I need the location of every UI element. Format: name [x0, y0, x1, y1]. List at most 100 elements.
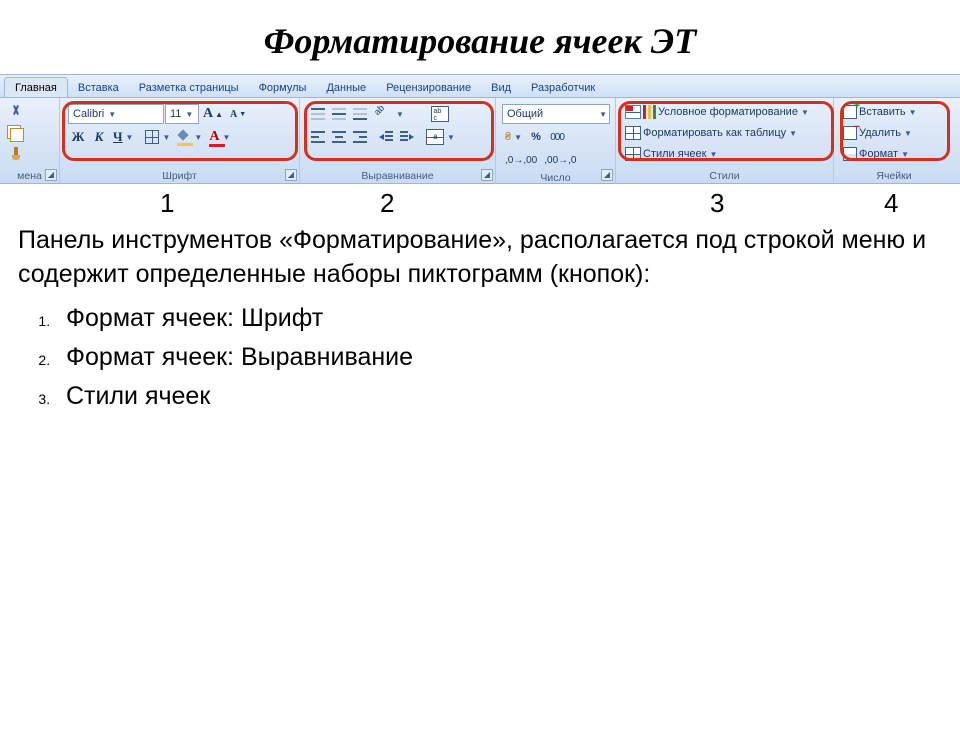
font-name-combo[interactable]: Calibri ▼ [68, 104, 164, 124]
shrink-font-icon: A [230, 109, 237, 120]
align-middle-button[interactable] [329, 104, 349, 124]
tab-page-layout[interactable]: Разметка страницы [129, 78, 249, 97]
align-bottom-button[interactable] [350, 104, 370, 124]
bold-button[interactable]: Ж [68, 127, 88, 147]
align-right-icon [353, 131, 367, 143]
cut-button[interactable] [4, 102, 27, 122]
decrease-decimal-icon: ,00→,0 [544, 155, 576, 166]
group-cells: Вставить▼ Удалить▼ Формат▼ Ячейки [834, 98, 954, 183]
brush-icon [10, 147, 22, 161]
format-label: Формат [859, 148, 898, 160]
fill-color-button[interactable]: ▼ [174, 127, 205, 147]
underline-button[interactable]: Ч▼ [110, 127, 136, 147]
group-alignment: ▼ ▼ Выравнивание ◢ [300, 98, 496, 183]
merge-icon [426, 129, 444, 145]
delete-cells-button[interactable]: Удалить▼ [840, 123, 952, 143]
wrap-text-button[interactable] [423, 104, 458, 124]
chevron-down-icon: ▼ [599, 110, 607, 119]
align-bottom-icon [353, 108, 367, 120]
tab-insert[interactable]: Вставка [68, 78, 129, 97]
cell-styles-button[interactable]: Стили ячеек▼ [622, 144, 832, 164]
group-label-font: Шрифт [64, 168, 295, 183]
cell-styles-label: Стили ячеек [643, 148, 706, 160]
font-launcher[interactable]: ◢ [285, 169, 297, 181]
tab-review[interactable]: Рецензирование [376, 78, 481, 97]
font-color-button[interactable]: A▼ [206, 127, 233, 147]
format-as-table-button[interactable]: Форматировать как таблицу▼ [622, 123, 832, 143]
format-cells-button[interactable]: Формат▼ [840, 144, 952, 164]
percent-button[interactable]: % [526, 127, 546, 147]
align-center-icon [332, 131, 346, 143]
annotation-number: 3 [710, 188, 724, 219]
list-item: Формат ячеек: Шрифт [54, 304, 960, 333]
comma-icon: 000 [550, 132, 564, 143]
copy-button[interactable] [4, 123, 27, 143]
excel-ribbon: Главная Вставка Разметка страницы Формул… [0, 74, 960, 184]
currency-button[interactable]: ₴▼ [502, 127, 525, 147]
borders-icon [145, 130, 159, 144]
chevron-down-icon: ▼ [185, 110, 193, 119]
chevron-down-icon: ▼ [108, 110, 116, 119]
increase-indent-button[interactable] [397, 127, 417, 147]
decrease-indent-icon [379, 131, 393, 143]
italic-button[interactable]: К [89, 127, 109, 147]
comma-style-button[interactable]: 000 [547, 127, 567, 147]
cell-styles-icon [625, 147, 641, 161]
font-name-value: Calibri [73, 108, 104, 120]
ribbon-tabs: Главная Вставка Разметка страницы Формул… [0, 74, 960, 98]
decrease-decimal-button[interactable]: ,00→,0 [541, 150, 579, 170]
conditional-formatting-icon [625, 105, 641, 119]
bold-icon: Ж [72, 129, 85, 145]
number-launcher[interactable]: ◢ [601, 169, 613, 181]
merge-center-button[interactable]: ▼ [423, 127, 458, 147]
number-format-value: Общий [507, 108, 543, 120]
group-clipboard: мена ◢ [0, 98, 60, 183]
conditional-formatting-button[interactable]: Условное форматирование▼ [622, 102, 832, 122]
align-top-icon [311, 108, 325, 120]
annotation-number: 2 [380, 188, 394, 219]
font-size-value: 11 [170, 108, 181, 120]
format-as-table-label: Форматировать как таблицу [643, 127, 786, 139]
annotation-numbers: 1234 [0, 184, 960, 220]
increase-decimal-button[interactable]: ,0→,00 [502, 150, 540, 170]
tab-home[interactable]: Главная [4, 77, 68, 97]
font-size-combo[interactable]: 11 ▼ [165, 104, 199, 124]
group-number: Общий▼ ₴▼ % 000 ,0→,00 ,00→,0 Число ◢ [496, 98, 616, 183]
insert-icon [843, 105, 857, 119]
align-right-button[interactable] [350, 127, 370, 147]
align-top-button[interactable] [308, 104, 328, 124]
borders-button[interactable]: ▼ [142, 127, 173, 147]
decrease-indent-button[interactable] [376, 127, 396, 147]
annotation-number: 1 [160, 188, 174, 219]
tab-view[interactable]: Вид [481, 78, 521, 97]
align-left-button[interactable] [308, 127, 328, 147]
increase-decimal-icon: ,0→,00 [505, 155, 537, 166]
tab-formulas[interactable]: Формулы [249, 78, 317, 97]
grow-font-icon: A [203, 106, 213, 122]
align-left-icon [311, 131, 325, 143]
grow-font-button[interactable]: A▲ [200, 104, 226, 124]
copy-icon [10, 128, 24, 142]
insert-cells-button[interactable]: Вставить▼ [840, 102, 952, 122]
slide-list: Формат ячеек: Шрифт Формат ячеек: Выравн… [30, 304, 960, 411]
format-painter-button[interactable] [4, 144, 27, 164]
fill-icon [177, 131, 191, 143]
align-center-button[interactable] [329, 127, 349, 147]
tab-data[interactable]: Данные [316, 78, 376, 97]
font-color-icon: A [209, 129, 219, 145]
increase-indent-icon [400, 131, 414, 143]
scissors-icon [10, 105, 22, 119]
orientation-button[interactable]: ▼ [376, 104, 407, 124]
clipboard-launcher[interactable]: ◢ [45, 169, 57, 181]
conditional-formatting-label: Условное форматирование [658, 106, 798, 118]
ribbon-body: мена ◢ Calibri▼ 11▼ A▲ A▼ Ж К Ч▼ ▼ ▼ [0, 98, 960, 184]
shrink-font-button[interactable]: A▼ [227, 104, 249, 124]
number-format-combo[interactable]: Общий ▼ [502, 104, 610, 124]
tab-developer[interactable]: Разработчик [521, 78, 605, 97]
currency-icon: ₴ [505, 131, 511, 143]
format-icon [843, 147, 857, 161]
orientation-icon [379, 107, 393, 121]
align-middle-icon [332, 108, 346, 120]
alignment-launcher[interactable]: ◢ [481, 169, 493, 181]
delete-label: Удалить [859, 127, 901, 139]
